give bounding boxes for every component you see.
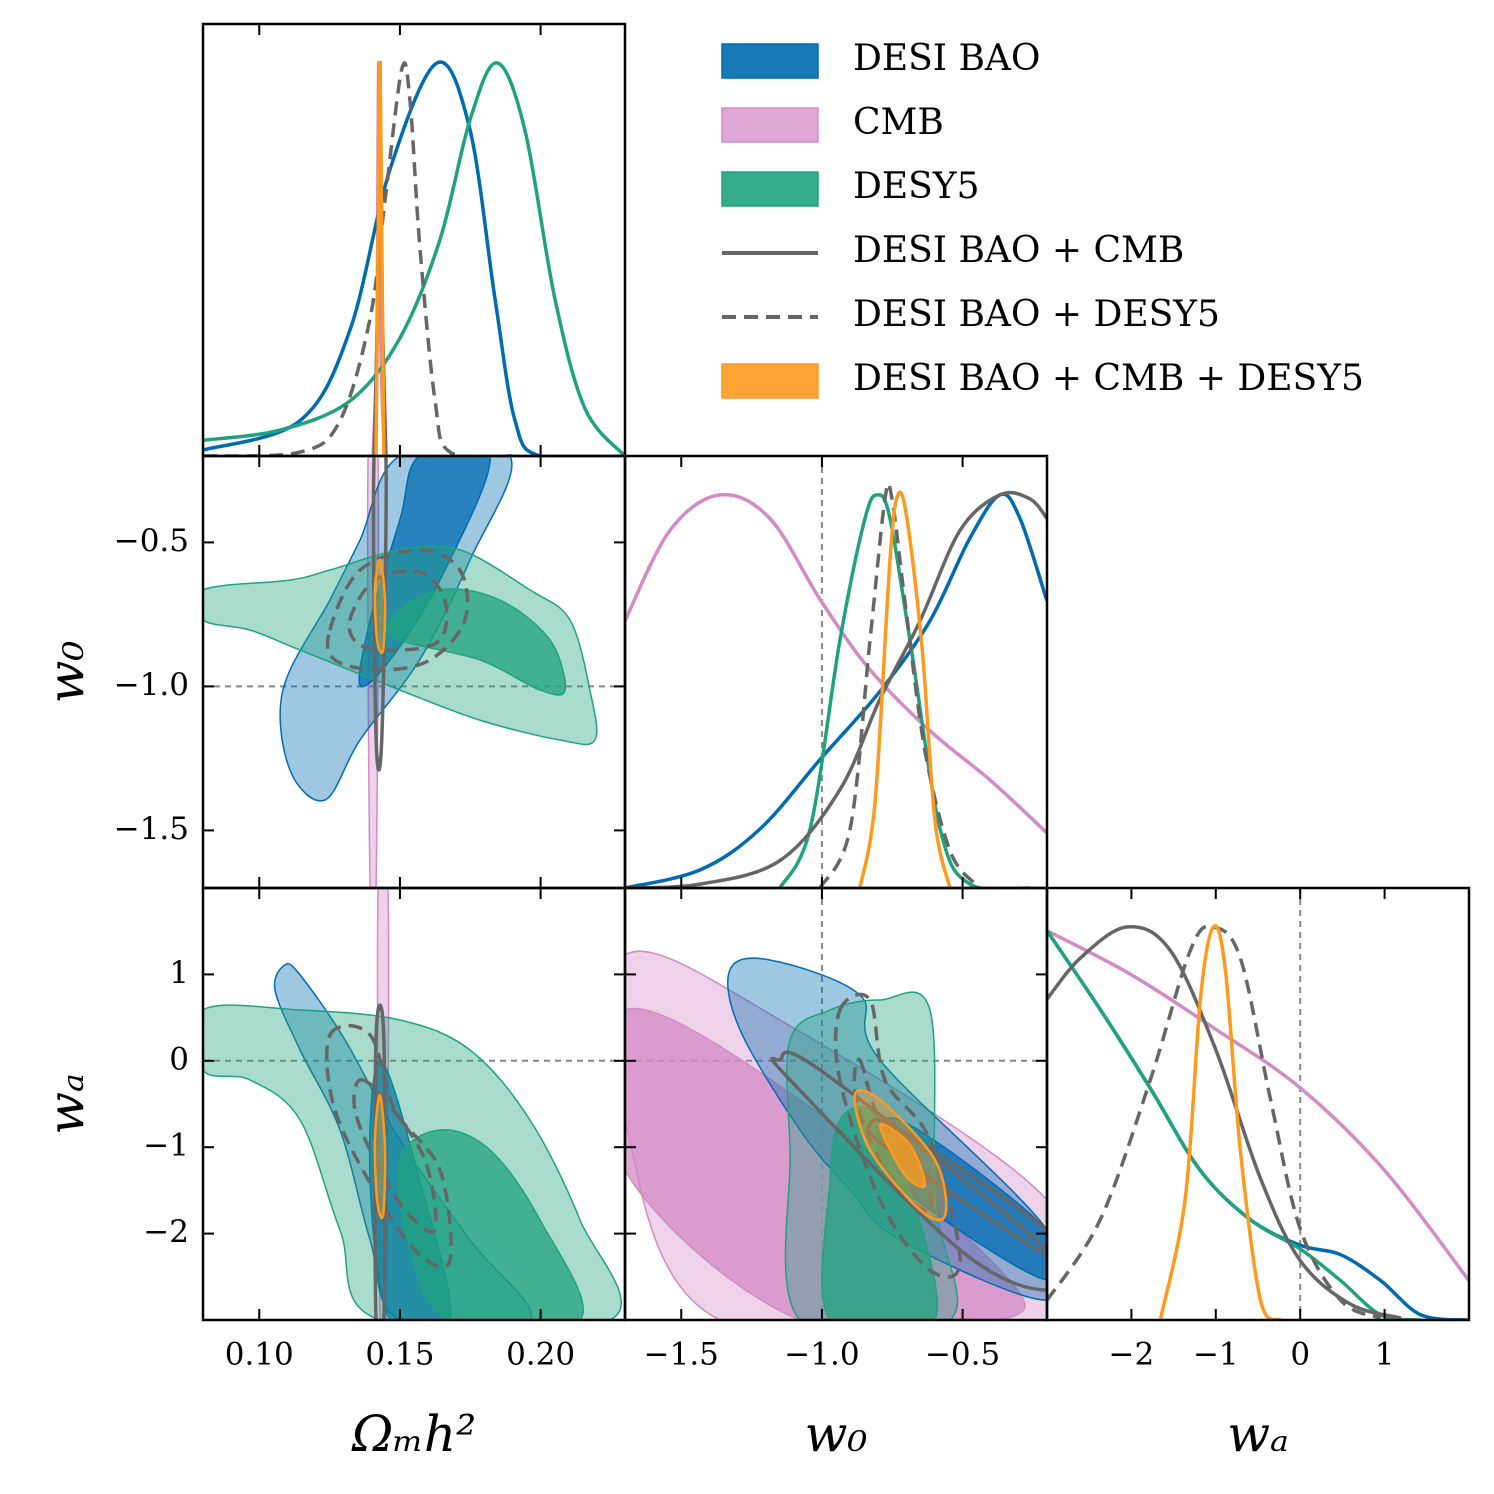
legend-label: DESI BAO — [853, 38, 1040, 79]
marginal-curve — [818, 481, 977, 888]
contour — [203, 545, 598, 746]
legend-label: DESI BAO + CMB + DESY5 — [853, 358, 1364, 399]
contour — [397, 1129, 585, 1320]
marginal-curve — [203, 60, 625, 456]
y-tick-label: −0.5 — [114, 523, 189, 559]
legend-swatch — [721, 43, 819, 79]
marginal-curve — [1047, 929, 1469, 1320]
x-tick-label: 1 — [1375, 1337, 1395, 1373]
contour — [878, 1122, 927, 1189]
contour — [352, 1078, 438, 1234]
y-tick-label: 1 — [169, 955, 189, 991]
y-axis-label: w₀ — [37, 641, 95, 704]
x-tick-label: 0.15 — [365, 1337, 434, 1373]
x-axis-label: wₐ — [1227, 1405, 1289, 1463]
contour — [373, 1003, 387, 1320]
x-tick-label: 0 — [1290, 1337, 1310, 1373]
y-tick-label: −1.0 — [114, 667, 189, 703]
contour — [273, 963, 533, 1320]
x-axis-label: w₀ — [805, 1405, 868, 1463]
y-tick-label: −1.5 — [114, 811, 189, 847]
panel — [203, 456, 625, 888]
legend-swatch — [721, 171, 819, 207]
contour — [833, 992, 962, 1279]
marginal-curve — [625, 490, 1047, 888]
panel — [203, 888, 625, 1320]
panel — [1047, 888, 1469, 1320]
contour — [324, 1023, 453, 1270]
contour — [325, 548, 470, 672]
x-tick-label: −1.5 — [644, 1337, 719, 1373]
legend-label: DESY5 — [853, 166, 979, 207]
marginal-curve — [1047, 929, 1469, 1282]
marginal-curve — [1047, 924, 1382, 1320]
marginal-curve — [1158, 924, 1282, 1320]
marginal-curve — [625, 492, 1047, 888]
panel-frame — [1045, 886, 1471, 1322]
panel — [625, 456, 1047, 888]
panel — [203, 60, 625, 456]
legend-swatch — [721, 363, 819, 399]
legend-label: DESI BAO + CMB — [853, 230, 1184, 271]
x-tick-label: 0.10 — [225, 1337, 294, 1373]
y-tick-label: 0 — [169, 1041, 189, 1077]
contour — [347, 569, 449, 653]
x-tick-label: 0.20 — [506, 1337, 575, 1373]
legend-label: CMB — [853, 102, 944, 143]
x-axis-label: Ωₘh² — [351, 1405, 476, 1463]
marginal-curve — [778, 493, 1030, 888]
x-tick-label: −1 — [1193, 1337, 1239, 1373]
x-tick-label: −0.5 — [925, 1337, 1000, 1373]
marginal-curve — [625, 492, 1047, 835]
legend-label: DESI BAO + DESY5 — [853, 294, 1220, 335]
legend-swatch — [721, 107, 819, 143]
x-tick-label: −1.0 — [784, 1337, 859, 1373]
marginal-curve — [374, 61, 386, 456]
marginal-curve — [1047, 929, 1422, 1320]
contour — [373, 1093, 387, 1220]
marginal-curve — [858, 490, 952, 888]
marginal-curve — [1047, 924, 1402, 1320]
y-tick-label: −1 — [143, 1128, 189, 1164]
contour — [373, 558, 387, 655]
contour — [770, 1050, 1047, 1292]
marginal-curve — [203, 61, 625, 456]
x-tick-label: −2 — [1109, 1337, 1155, 1373]
y-axis-label: wₐ — [37, 1073, 95, 1135]
y-tick-label: −2 — [143, 1214, 189, 1250]
panel — [625, 888, 1047, 1320]
marginal-curve — [203, 61, 513, 456]
panel-frame — [201, 22, 627, 458]
contour — [385, 588, 567, 696]
